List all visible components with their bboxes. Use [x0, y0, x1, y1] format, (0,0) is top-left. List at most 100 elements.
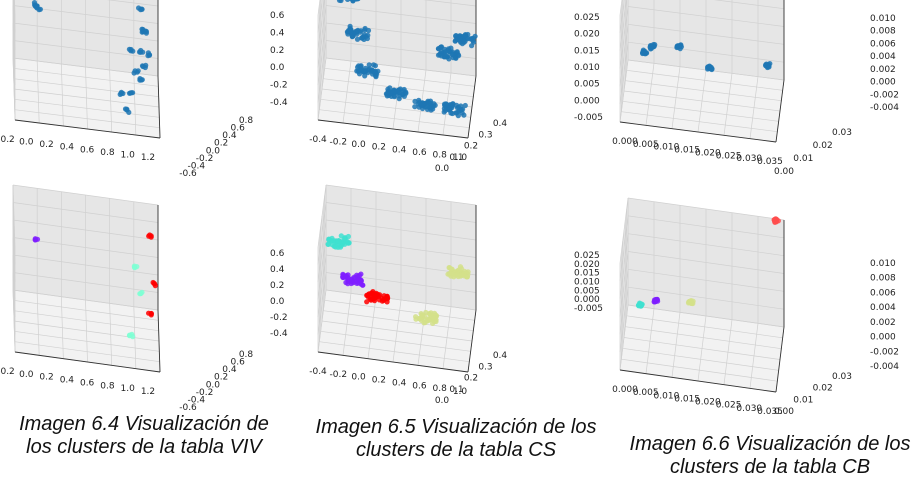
y-tick-label: 0.0 [435, 396, 450, 406]
axis-line [317, 351, 469, 373]
data-point [146, 310, 152, 316]
grid-line [13, 0, 16, 33]
data-point [347, 28, 353, 34]
data-point [128, 90, 134, 96]
z-tick-label: 0.6 [270, 249, 285, 259]
x-tick-label: 1.0 [453, 387, 468, 397]
z-tick-label: 0.008 [870, 27, 896, 37]
data-point [356, 272, 362, 279]
x-tick-label: 0.0 [19, 138, 34, 148]
data-point [127, 332, 133, 338]
x-tick-label: -0.2 [330, 138, 348, 148]
axis-line [14, 119, 161, 139]
grid-line [627, 197, 785, 221]
data-point [357, 277, 363, 283]
data-point [430, 315, 437, 321]
x-tick-label: 0.000 [612, 385, 638, 395]
z-tick-label: 0.010 [574, 278, 600, 288]
z-tick-label: 0.2 [270, 46, 284, 56]
data-point [139, 77, 145, 83]
y-tick-label: -0.6 [179, 403, 197, 413]
data-point [383, 91, 389, 97]
x-tick-label: 0.2 [39, 140, 53, 150]
x-tick-label: 0.020 [695, 398, 721, 408]
caption-viv-line-2: los clusters de la tabla VIV [26, 436, 262, 458]
z-tick-label: 0.000 [574, 96, 600, 106]
data-point [336, 0, 343, 3]
data-point [366, 62, 372, 68]
z-tick-label: 0.006 [870, 288, 896, 298]
data-point [353, 0, 359, 2]
grid-line [13, 67, 159, 87]
grid-line [324, 299, 475, 321]
grid-line [317, 202, 327, 265]
x-tick-label: 1.0 [121, 384, 136, 394]
z-tick-label: 0.010 [574, 63, 600, 73]
data-point [385, 295, 391, 301]
y-tick-label: 0.01 [793, 154, 813, 164]
y-tick-label: 0.01 [793, 395, 813, 405]
z-tick-label: 0.010 [870, 259, 896, 269]
grid-line [626, 315, 783, 339]
y-tick-label: 0.4 [222, 365, 237, 375]
y-tick-label: 0.1 [449, 153, 463, 163]
z-tick-label: 0.005 [574, 286, 600, 296]
caption-cb-line-1: Imagen 6.6 Visualización de los [629, 433, 911, 455]
data-point [455, 36, 461, 42]
data-point [353, 278, 359, 284]
axis-line [467, 309, 477, 373]
data-point [766, 64, 772, 70]
data-point [362, 73, 368, 79]
grid-line [317, 0, 321, 16]
x-tick-label: 0.025 [716, 401, 742, 411]
data-point [446, 271, 453, 277]
grid-line [325, 289, 477, 311]
data-point [145, 53, 151, 59]
data-point [708, 66, 714, 72]
y-tick-label: -0.4 [188, 395, 206, 405]
z-tick-label: 0.002 [870, 65, 896, 75]
y-tick-label: 0.8 [239, 350, 254, 360]
data-point [341, 236, 347, 242]
data-point [345, 233, 351, 240]
data-point [401, 86, 407, 93]
z-tick-label: 0.005 [574, 80, 600, 90]
z-tick-label: -0.2 [270, 81, 288, 91]
data-point [446, 106, 452, 113]
data-point [447, 102, 453, 108]
data-point [420, 105, 426, 112]
x-tick-label: 0.0 [351, 373, 366, 383]
y-tick-label: 0.02 [813, 384, 833, 394]
data-point [464, 274, 470, 280]
x-tick-label: 0.035 [757, 157, 783, 167]
z-tick-label: 0.0 [270, 297, 285, 307]
x-tick-label: -0.2 [330, 370, 348, 380]
grid-line [626, 69, 783, 91]
z-tick-label: 0.010 [870, 14, 896, 24]
z-tick-label: -0.002 [870, 347, 899, 357]
grid-line [13, 0, 16, 51]
data-point [366, 291, 372, 297]
z-tick-label: 0.015 [574, 269, 600, 279]
z-tick-label: 0.025 [574, 251, 600, 261]
y-tick-label: -0.4 [188, 161, 206, 171]
caption-viv-line-1: Imagen 6.4 Visualización de [19, 413, 269, 435]
z-tick-label: 0.015 [574, 46, 600, 56]
data-point [137, 291, 143, 297]
x-tick-label: 0.8 [433, 150, 448, 160]
y-tick-label: 0.03 [832, 372, 852, 382]
z-tick-label: -0.2 [270, 313, 288, 323]
data-point [354, 36, 361, 42]
data-point [361, 69, 367, 75]
data-point [368, 296, 374, 302]
x-tick-label: 1.2 [141, 387, 155, 397]
data-point [329, 238, 335, 244]
data-point [355, 64, 361, 70]
z-tick-label: 0.0 [270, 63, 285, 73]
y-tick-label: 0.3 [478, 362, 492, 372]
data-point [420, 316, 426, 322]
data-point [442, 46, 448, 52]
data-point [416, 315, 422, 322]
x-tick-label: 0.2 [372, 143, 386, 153]
